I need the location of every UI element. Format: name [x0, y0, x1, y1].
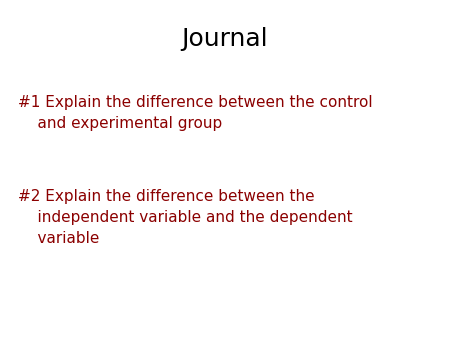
Text: #2 Explain the difference between the
    independent variable and the dependent: #2 Explain the difference between the in… [18, 189, 353, 246]
Text: Journal: Journal [182, 27, 268, 51]
Text: #1 Explain the difference between the control
    and experimental group: #1 Explain the difference between the co… [18, 95, 373, 131]
